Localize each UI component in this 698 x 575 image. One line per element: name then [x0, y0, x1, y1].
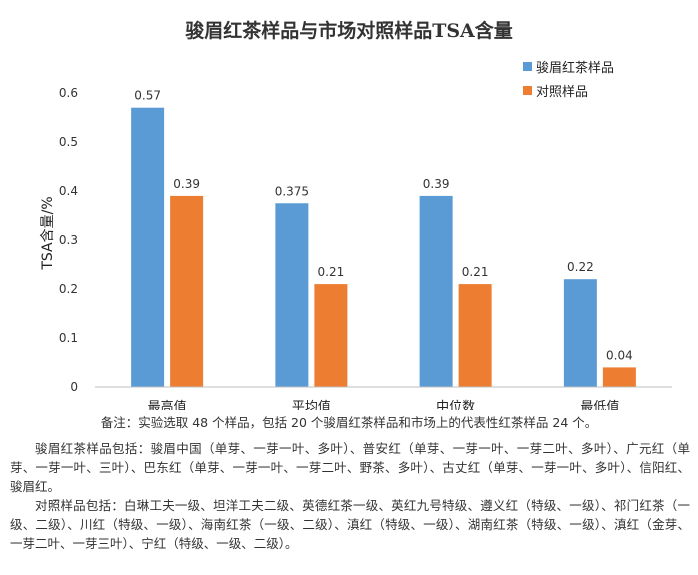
- data-label: 0.375: [275, 184, 309, 198]
- category-label: 中位数: [436, 400, 475, 410]
- tsa-bar-chart: 骏眉红茶样品与市场对照样品TSA含量 TSA含量/% 0 0.1 0.2 0.3 0.4…: [40, 19, 672, 410]
- sample-description-paragraph: 骏眉红茶样品包括：骏眉中国（单芽、一芽一叶、多叶）、普安红（单芽、一芽一叶、一芽…: [10, 441, 690, 494]
- legend-label: 骏眉红茶样品: [536, 60, 614, 76]
- legend-swatch: [523, 62, 532, 71]
- chart-note: 备注：实验选取 48 个样品，包括 20 个骏眉红茶样品和市场上的代表性红茶样品…: [100, 415, 598, 430]
- data-label: 0.39: [173, 177, 200, 191]
- y-axis-label: TSA含量/%: [40, 196, 56, 270]
- data-label: 0.21: [462, 265, 489, 279]
- control-description-paragraph: 对照样品包括：白琳工夫一级、坦洋工夫二级、英德红茶一级、英红九号特级、遵义红（特…: [10, 498, 690, 551]
- chart-title: 骏眉红茶样品与市场对照样品TSA含量: [185, 19, 513, 42]
- data-label: 0.22: [567, 260, 594, 274]
- bars: [131, 107, 636, 387]
- legend-swatch: [523, 86, 532, 95]
- y-tick-label: 0: [70, 380, 78, 394]
- bar-control: [314, 284, 348, 387]
- legend-label: 对照样品: [536, 85, 588, 100]
- bar-junmei: [275, 203, 309, 387]
- bar-control: [458, 284, 492, 387]
- data-label: 0.57: [134, 89, 161, 103]
- y-tick-label: 0.1: [59, 331, 78, 345]
- category-label: 最低值: [580, 399, 619, 410]
- bar-control: [170, 195, 204, 387]
- y-tick-label: 0.3: [59, 233, 78, 247]
- bar-junmei: [131, 107, 165, 387]
- category-labels: 最高值 平均值 中位数 最低值: [148, 399, 620, 410]
- bar-control: [602, 367, 636, 387]
- y-tick-label: 0.4: [59, 184, 78, 198]
- bar-junmei: [419, 195, 453, 387]
- bar-junmei: [563, 279, 597, 387]
- data-label: 0.39: [423, 177, 450, 191]
- category-label: 平均值: [292, 399, 331, 410]
- y-axis-ticks: 0 0.1 0.2 0.3 0.4 0.5 0.6: [59, 86, 78, 394]
- data-label: 0.04: [606, 348, 633, 362]
- y-tick-label: 0.5: [59, 135, 78, 149]
- data-label: 0.21: [318, 265, 345, 279]
- category-label: 最高值: [148, 399, 187, 410]
- data-labels: 0.57 0.39 0.375 0.21 0.39 0.21 0.22 0.04: [134, 89, 632, 363]
- y-tick-label: 0.2: [59, 282, 78, 296]
- y-tick-label: 0.6: [59, 86, 78, 100]
